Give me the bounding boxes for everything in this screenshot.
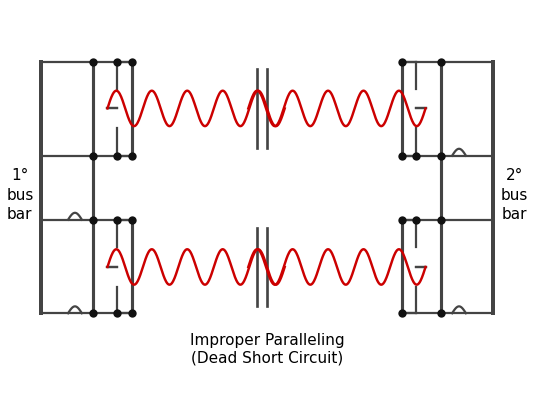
Text: Improper Paralleling: Improper Paralleling [190,333,344,348]
Text: (Dead Short Circuit): (Dead Short Circuit) [191,350,343,365]
Text: 2°: 2° [506,168,523,183]
Text: bus: bus [500,188,528,202]
Text: bar: bar [501,207,527,222]
Text: bar: bar [7,207,33,222]
Text: 1°: 1° [11,168,28,183]
Text: bus: bus [6,188,34,202]
